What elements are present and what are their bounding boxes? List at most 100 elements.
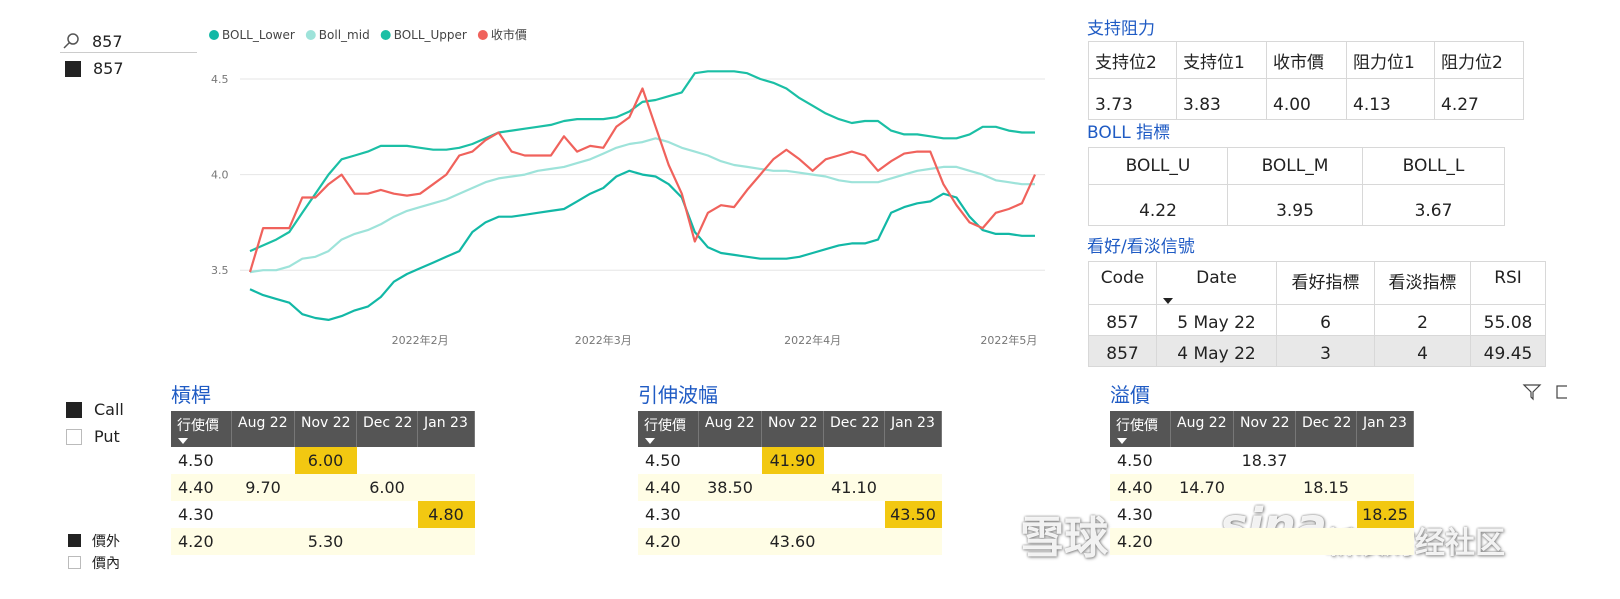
checkbox[interactable] [66, 429, 82, 445]
series-line [248, 87, 1037, 273]
table-body: 4.50 18.37 4.40 14.70 18.15 4.30 18.25 4.20 [1110, 447, 1414, 555]
column-header[interactable]: Nov 22 [1233, 411, 1296, 447]
matrix-title: 引伸波幅 [638, 383, 718, 407]
table-cell: 4.13 [1346, 78, 1435, 120]
table-cell: 41.10 [823, 474, 885, 501]
table-header: Code Date 看好指標 看淡指標 RSI [1088, 261, 1546, 305]
column-header[interactable]: Dec 22 [823, 411, 885, 447]
matrix: 行使價 Aug 22 Nov 22 Dec 22 Jan 23 4.50 18.37 4.40… [1110, 411, 1414, 555]
column-header[interactable]: Aug 22 [1170, 411, 1234, 447]
table-cell: 43.50 [884, 501, 942, 528]
table-cell [699, 501, 762, 528]
column-header[interactable]: 行使價 [1110, 411, 1171, 447]
column-header[interactable]: RSI [1470, 261, 1546, 305]
column-header[interactable]: 收市價 [1266, 41, 1347, 79]
table-cell: 4.30 [178, 505, 214, 524]
y-tick-label: 4.5 [211, 73, 229, 86]
checkbox[interactable] [68, 534, 81, 547]
table-cell: 4.80 [417, 501, 475, 528]
column-header[interactable]: 行使價 [171, 411, 232, 447]
table-cell [824, 447, 885, 474]
table-cell: 3.83 [1176, 78, 1267, 120]
column-header[interactable]: 阻力位2 [1434, 41, 1524, 79]
table-cell [294, 474, 357, 501]
table-cell [761, 474, 824, 501]
data-table: BOLL_U BOLL_M BOLL_L 4.22 3.95 3.67 [1088, 147, 1505, 226]
slicer-item[interactable]: 價內 [92, 556, 120, 572]
search-icon [63, 33, 79, 49]
table-header: 行使價 Aug 22 Nov 22 Dec 22 Jan 23 [1110, 411, 1414, 447]
table-cell: 4.50 [178, 451, 214, 470]
slicer-item[interactable]: Call [94, 400, 124, 419]
table-cell [1170, 528, 1234, 555]
checkbox[interactable] [68, 556, 81, 569]
table-cell [231, 528, 295, 555]
column-header[interactable]: Date [1156, 261, 1277, 305]
slicer-search[interactable]: 857 [92, 32, 123, 51]
column-header[interactable]: 看好指標 [1276, 261, 1375, 305]
column-header[interactable]: 阻力位1 [1346, 41, 1435, 79]
column-header[interactable]: 支持位1 [1176, 41, 1267, 79]
x-tick-label: 2022年4月 [784, 333, 841, 347]
legend-marker [477, 30, 488, 40]
checkbox[interactable] [66, 402, 82, 418]
table-body: 857 5 May 22 6 2 55.08 857 4 May 22 3 4 49.45 [1088, 304, 1546, 367]
table-row: 857 4 May 22 3 4 49.45 [1088, 335, 1546, 367]
column-header[interactable]: BOLL_U [1088, 147, 1228, 185]
matrix: 行使價 Aug 22 Nov 22 Dec 22 Jan 23 4.50 41.90 4.40… [638, 411, 942, 555]
header-row: Code Date 看好指標 看淡指標 RSI [1088, 261, 1546, 305]
column-header[interactable]: BOLL_L [1362, 147, 1505, 185]
table-cell: 2 [1374, 304, 1471, 336]
column-header[interactable]: Aug 22 [231, 411, 295, 447]
column-header[interactable]: Jan 23 [884, 411, 942, 447]
table-cell: 9.70 [231, 474, 295, 501]
table-cell: 49.45 [1470, 335, 1546, 367]
table-cell: 857 [1088, 304, 1157, 336]
column-header[interactable]: Code [1088, 261, 1157, 305]
checkbox[interactable] [65, 61, 81, 77]
x-tick-label: 2022年2月 [392, 333, 449, 347]
table-row: 4.20 5.30 [171, 528, 475, 555]
column-header[interactable]: Aug 22 [698, 411, 762, 447]
slicer-item[interactable]: 價外 [92, 534, 120, 550]
table-header: 行使價 Aug 22 Nov 22 Dec 22 Jan 23 [638, 411, 942, 447]
column-header[interactable]: 支持位2 [1088, 41, 1177, 79]
table-row: 4.22 3.95 3.67 [1088, 184, 1505, 226]
column-header[interactable]: Jan 23 [1356, 411, 1414, 447]
column-header[interactable]: 看淡指標 [1374, 261, 1471, 305]
table-cell: 6.00 [294, 447, 357, 474]
column-header[interactable]: 行使價 [638, 411, 699, 447]
y-tick-label: 3.5 [211, 264, 229, 277]
column-header[interactable]: Dec 22 [1295, 411, 1357, 447]
table-cell [1234, 501, 1296, 528]
table-cell: 4.40 [1110, 474, 1171, 501]
table-cell: 18.15 [1295, 474, 1357, 501]
slicer-item[interactable]: Put [94, 427, 120, 446]
table-header: 行使價 Aug 22 Nov 22 Dec 22 Jan 23 [171, 411, 475, 447]
table-cell: 3.73 [1088, 78, 1177, 120]
table-cell: 4.40 [638, 474, 699, 501]
column-header[interactable]: Dec 22 [356, 411, 418, 447]
legend-label: BOLL_Lower [222, 28, 295, 42]
table-row: 4.40 9.70 6.00 [171, 474, 475, 501]
series-line [249, 137, 1035, 274]
table-header: BOLL_U BOLL_M BOLL_L [1088, 147, 1505, 185]
x-tick-label: 2022年5月 [980, 333, 1037, 347]
focus-icon[interactable] [1555, 383, 1567, 401]
watermark: 雪球 [1020, 513, 1108, 564]
column-header[interactable]: BOLL_M [1227, 147, 1363, 185]
legend-label: 收市價 [491, 27, 527, 42]
column-header[interactable]: Jan 23 [417, 411, 475, 447]
table-cell [698, 528, 762, 555]
column-header[interactable]: Nov 22 [761, 411, 824, 447]
legend-marker [209, 30, 219, 40]
x-tick-label: 2022年3月 [575, 333, 632, 347]
matrix-title: 槓桿 [171, 383, 211, 407]
table-cell: 41.90 [761, 447, 824, 474]
slicer-item[interactable]: 857 [93, 59, 124, 78]
table-cell [357, 447, 418, 474]
filter-icon[interactable] [1522, 383, 1542, 401]
column-header[interactable]: Nov 22 [294, 411, 357, 447]
table-body: 4.22 3.95 3.67 [1088, 184, 1505, 226]
header-row: BOLL_U BOLL_M BOLL_L [1088, 147, 1505, 185]
